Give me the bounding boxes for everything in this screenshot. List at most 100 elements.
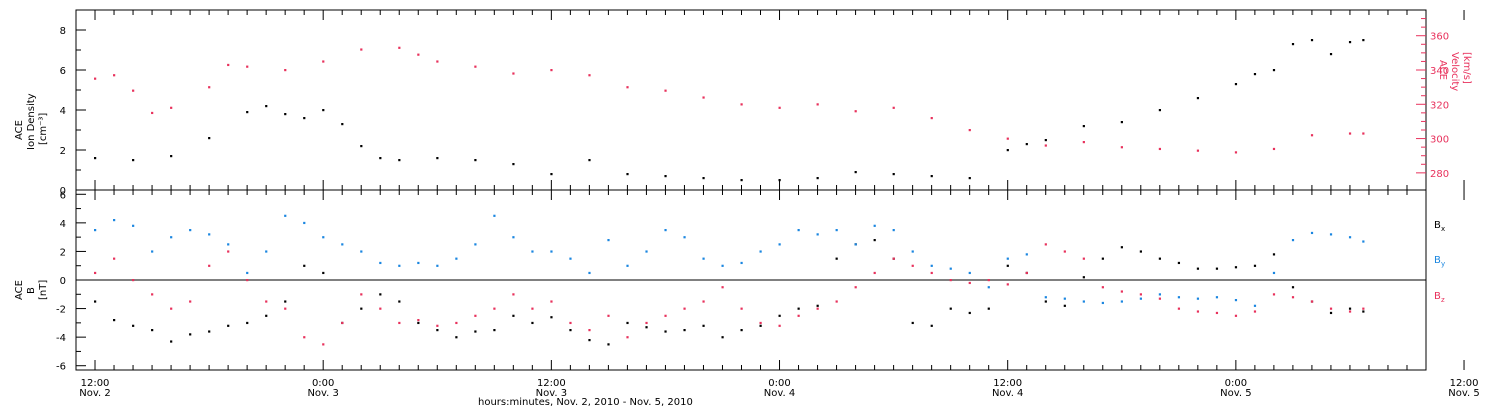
bz-point: [246, 279, 249, 282]
series-bz: [94, 243, 1365, 346]
density-tick-label: 2: [60, 146, 66, 157]
bx-point: [1362, 310, 1365, 313]
by-point: [151, 250, 154, 253]
bx-point: [227, 324, 230, 327]
bx-point: [1044, 300, 1047, 303]
by-point: [569, 257, 572, 260]
bx-point: [1291, 286, 1295, 289]
by-point: [1158, 293, 1162, 296]
bx-point: [170, 340, 173, 343]
density-point: [816, 177, 819, 180]
by-point: [398, 264, 401, 267]
bx-point: [759, 324, 762, 327]
bx-point: [778, 314, 781, 317]
bx-point: [702, 324, 705, 327]
time-tick-label: 0:00: [768, 378, 790, 389]
by-point: [512, 236, 515, 239]
velocity-point: [968, 129, 971, 132]
velocity-point: [892, 106, 895, 109]
bz-point: [569, 321, 572, 325]
time-tick-label: 12:00: [81, 378, 110, 389]
velocity-point: [113, 74, 116, 77]
bx-point: [835, 257, 838, 260]
by-point: [132, 224, 135, 227]
density-point: [94, 157, 97, 160]
density-point: [930, 175, 933, 178]
by-point: [1120, 300, 1123, 303]
density-point: [1196, 97, 1200, 100]
bx-point: [873, 239, 876, 242]
bz-point: [1215, 311, 1219, 315]
date-tick-label: Nov. 4: [764, 388, 795, 399]
density-axis-ticks: 0 2 4 6 8: [60, 26, 86, 197]
bx-point: [208, 330, 211, 333]
velocity-axis-title: ACE Velocity [km/s]: [1437, 52, 1472, 91]
bx-point: [683, 329, 686, 332]
magnetic-field-series: [94, 214, 1365, 346]
bx-point: [607, 343, 610, 346]
bx-point: [455, 336, 458, 339]
density-point: [740, 179, 743, 182]
density-point: [968, 177, 971, 180]
bz-point: [132, 279, 135, 282]
bz-point: [94, 271, 97, 275]
density-point: [1272, 69, 1276, 72]
bz-point: [417, 319, 420, 322]
by-point: [797, 229, 800, 232]
by-point: [1177, 296, 1181, 299]
velocity-point: [132, 89, 135, 92]
velocity-tick-label: 280: [1430, 169, 1449, 180]
velocity-tick-label: 300: [1430, 135, 1449, 146]
bx-point: [949, 307, 952, 310]
by-point: [721, 264, 724, 267]
density-point: [322, 109, 325, 112]
velocity-point: [322, 60, 325, 63]
bz-point: [208, 264, 211, 267]
bz-point: [778, 324, 781, 327]
bz-point: [1272, 293, 1276, 296]
time-tick-label: 0:00: [312, 378, 334, 389]
b-tick-label: -6: [56, 362, 66, 373]
by-point: [1362, 240, 1365, 243]
bz-point: [398, 321, 401, 325]
velocity-axis-title-line2: Velocity: [1449, 52, 1460, 91]
density-point: [379, 157, 382, 160]
by-point: [1215, 296, 1219, 299]
legend-bz-sub: z: [1441, 296, 1445, 304]
bz-point: [360, 293, 363, 296]
by-point: [417, 261, 420, 265]
date-tick-label: Nov. 3: [536, 388, 567, 399]
bx-point: [1348, 307, 1352, 310]
by-point: [1329, 233, 1333, 236]
bz-point: [1348, 310, 1352, 313]
bz-point: [873, 271, 876, 275]
velocity-point: [626, 86, 629, 89]
b-axis-title: ACE B [nT]: [14, 280, 49, 300]
bz-point: [1101, 286, 1104, 289]
bx-point: [1082, 276, 1085, 279]
legend-bz-base: B: [1434, 291, 1441, 302]
density-point: [1348, 41, 1352, 44]
bz-point: [664, 314, 667, 317]
legend-bx-base: B: [1434, 220, 1441, 231]
bz-point: [1291, 296, 1295, 299]
density-point: [1044, 139, 1047, 142]
time-tick-label: 12:00: [537, 378, 566, 389]
by-point: [607, 239, 610, 242]
bz-point: [721, 286, 724, 289]
velocity-point: [1044, 144, 1047, 147]
velocity-axis-title-line3: [km/s]: [1461, 52, 1472, 84]
legend-by-sub: y: [1441, 260, 1445, 268]
by-point: [360, 250, 363, 253]
by-point: [759, 250, 762, 253]
velocity-point: [246, 65, 249, 68]
by-point: [170, 236, 173, 239]
b-axis-title-line1: ACE: [14, 280, 25, 300]
by-point: [322, 236, 325, 239]
velocity-point: [854, 110, 857, 113]
by-point: [664, 229, 667, 232]
bx-point: [550, 316, 553, 319]
velocity-point: [151, 111, 154, 115]
